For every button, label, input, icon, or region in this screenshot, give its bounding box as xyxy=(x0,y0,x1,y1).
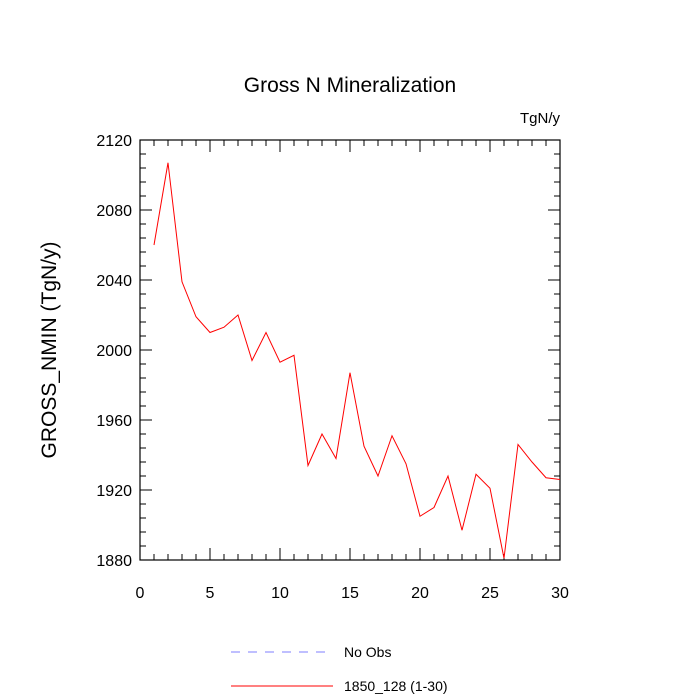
series-line-1 xyxy=(153,162,561,559)
chart-title: Gross N Mineralization xyxy=(244,74,456,97)
y-tick-label: 2000 xyxy=(96,343,132,360)
y-tick-label: 2080 xyxy=(96,203,132,220)
y-axis-label: GROSS_NMIN (TgN/y) xyxy=(38,241,61,458)
y-tick-label: 1920 xyxy=(96,483,132,500)
legend-label-0: No Obs xyxy=(344,644,391,660)
x-tick-label: 30 xyxy=(551,585,569,602)
axis-ticks: 0 5 10 15 20 25 30 1880 1920 1960 2000 2040 2080 2120 xyxy=(96,133,569,602)
x-tick-label: 0 xyxy=(136,585,145,602)
y-tick-label: 2040 xyxy=(96,273,132,290)
legend-label-1: 1850_128 (1-30) xyxy=(344,678,448,694)
series-layer xyxy=(153,162,561,559)
y-tick-label: 1880 xyxy=(96,553,132,570)
y-tick-label: 1960 xyxy=(96,413,132,430)
units-label: TgN/y xyxy=(520,110,561,127)
x-tick-label: 20 xyxy=(411,585,429,602)
x-tick-label: 25 xyxy=(481,585,499,602)
legend: No Obs 1850_128 (1-30) xyxy=(231,644,448,694)
x-tick-label: 5 xyxy=(206,585,215,602)
y-tick-label: 2120 xyxy=(96,133,132,150)
x-tick-label: 10 xyxy=(271,585,289,602)
x-tick-label: 15 xyxy=(341,585,359,602)
plot-frame xyxy=(139,139,561,561)
